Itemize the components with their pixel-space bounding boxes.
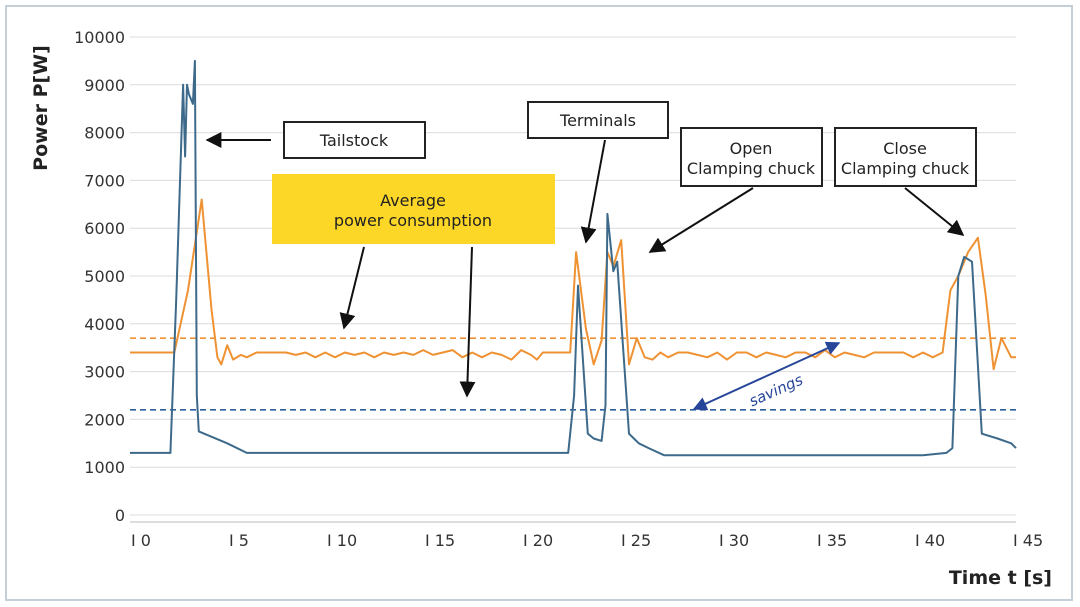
x-tick-label: I 5 (229, 531, 249, 550)
x-tick-label: I 0 (131, 531, 151, 550)
x-tick-label: I 30 (719, 531, 749, 550)
terminals-box (527, 101, 669, 139)
average-label-line1: Average (380, 191, 446, 210)
open-chuck-box (680, 127, 823, 187)
y-tick-label: 1000 (84, 458, 125, 477)
average-arrow-blue (459, 246, 476, 398)
y-tick-label: 7000 (84, 171, 125, 190)
average-label-line2: power consumption (334, 211, 492, 230)
y-tick-label: 9000 (84, 76, 125, 95)
average-highlight-box (272, 174, 555, 244)
y-tick-label: 10000 (74, 28, 125, 47)
y-tick-label: 8000 (84, 124, 125, 143)
tailstock-box (283, 121, 426, 159)
open-chuck-label-line1: Open (730, 139, 773, 158)
close-chuck-box (834, 127, 977, 187)
series-line-blue (130, 59, 1017, 457)
savings-arrow (692, 341, 841, 411)
y-tick-label: 0 (115, 506, 125, 525)
close-chuck-label-line1: Close (883, 139, 927, 158)
close-chuck-label-line2: Clamping chuck (841, 159, 970, 178)
x-tick-label: I 15 (425, 531, 455, 550)
average-arrow-orange (339, 246, 365, 330)
terminals-arrow (580, 139, 606, 244)
x-tick-label: I 10 (327, 531, 357, 550)
y-tick-label: 6000 (84, 219, 125, 238)
y-axis-title: Power P[W] (30, 45, 52, 171)
tailstock-label: Tailstock (319, 131, 389, 150)
x-tick-label: I 35 (817, 531, 847, 550)
savings-label: savings (746, 371, 805, 411)
y-tick-label: 2000 (84, 410, 125, 429)
y-tick-label: 3000 (84, 363, 125, 382)
terminals-label: Terminals (559, 111, 636, 130)
x-tick-label: I 45 (1013, 531, 1043, 550)
x-tick-label: I 25 (621, 531, 651, 550)
open-chuck-arrow (648, 187, 754, 253)
y-tick-label: 4000 (84, 315, 125, 334)
x-axis-ticks: I 0 I 5 I 10 I 15 I 20 I 25 I 30 I 35 I 40 I 45 (131, 531, 1043, 550)
x-tick-label: I 40 (915, 531, 945, 550)
y-tick-label: 5000 (84, 267, 125, 286)
close-chuck-arrow (904, 187, 965, 237)
chart-frame (5, 5, 1073, 601)
series-line-orange (130, 198, 1016, 371)
x-tick-label: I 20 (523, 531, 553, 550)
open-chuck-label-line2: Clamping chuck (687, 159, 816, 178)
x-axis-title: Time t [s] (949, 567, 1052, 589)
y-axis-ticks: 0 1000 2000 3000 4000 5000 6000 7000 8000 9000 100… (74, 28, 125, 525)
